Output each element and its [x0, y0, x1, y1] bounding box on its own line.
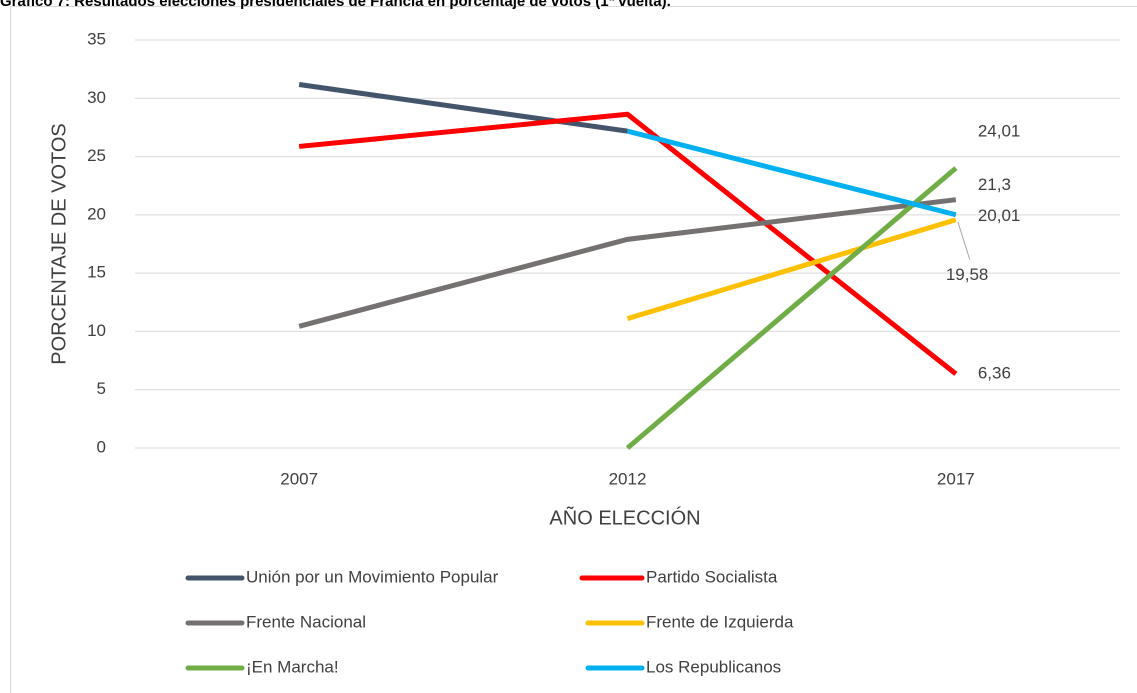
- legend-label: Partido Socialista: [646, 567, 778, 586]
- y-tick-label: 35: [87, 29, 106, 48]
- y-tick-label: 30: [87, 88, 106, 107]
- legend-label: Los Republicanos: [646, 657, 781, 676]
- x-tick-label: 2007: [280, 469, 318, 488]
- series-line: [298, 111, 958, 376]
- series-line: [298, 197, 957, 329]
- series-line: [626, 128, 957, 218]
- leader-line: [957, 221, 971, 260]
- chart-frame: [10, 6, 1137, 693]
- x-tick-label: 2012: [609, 469, 647, 488]
- y-tick-label: 25: [87, 146, 106, 165]
- legend-label: ¡En Marcha!: [246, 657, 339, 676]
- data-label: 6,36: [978, 363, 1011, 382]
- legend-label: Frente de Izquierda: [646, 612, 794, 631]
- y-axis-title: PORCENTAJE DE VOTOS: [48, 123, 70, 365]
- data-label: 20,01: [978, 206, 1021, 225]
- data-label: 19,58: [946, 265, 989, 284]
- series-line: [625, 166, 958, 450]
- series-line: [298, 82, 628, 134]
- data-label: 24,01: [978, 122, 1021, 141]
- y-tick-label: 15: [87, 263, 106, 282]
- y-tick-label: 20: [87, 204, 106, 223]
- y-tick-label: 0: [97, 437, 106, 456]
- legend-label: Unión por un Movimiento Popular: [246, 567, 499, 586]
- series-line: [626, 217, 957, 321]
- x-tick-label: 2017: [937, 469, 975, 488]
- y-tick-label: 5: [97, 379, 106, 398]
- y-tick-label: 10: [87, 321, 106, 340]
- data-label: 21,3: [978, 175, 1011, 194]
- chart-title: Gráfico 7: Resultados elecciones preside…: [0, 0, 671, 10]
- x-axis-title: AÑO ELECCIÓN: [549, 505, 700, 529]
- legend-label: Frente Nacional: [246, 612, 366, 631]
